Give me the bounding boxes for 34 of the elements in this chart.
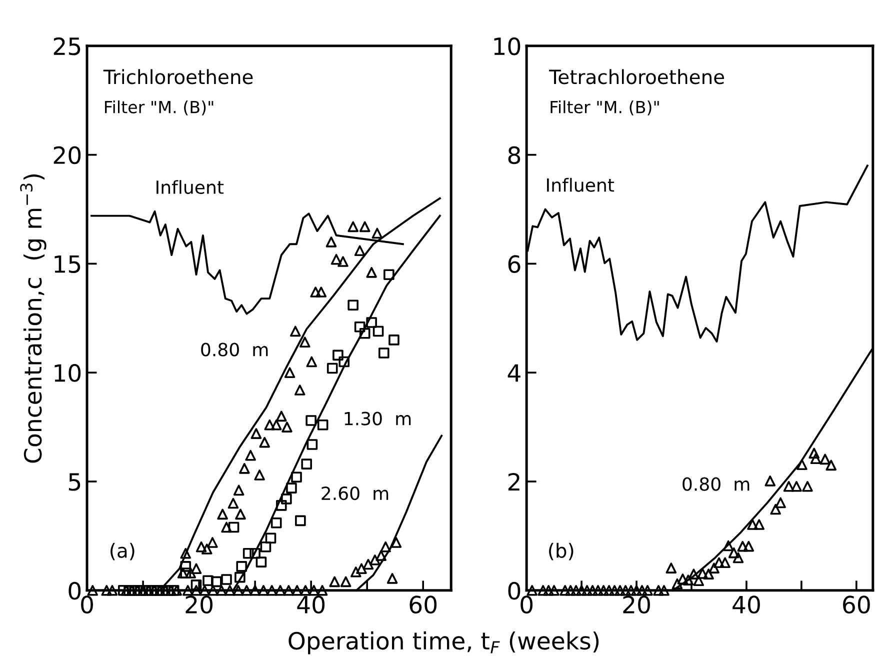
series-label: Influent	[156, 180, 224, 194]
x-tick-label: 40	[732, 596, 760, 614]
x-axis-title: Operation time, t$_{F}$ (weeks)	[288, 631, 599, 654]
series-label: 0.80 m	[682, 477, 750, 491]
y-tick-label: 15	[54, 255, 80, 274]
text: Filter "M. (B)"	[550, 100, 659, 116]
series-label: Influent	[547, 178, 614, 192]
annotation: (a)	[110, 542, 134, 560]
text: Tetrachloroethene	[549, 69, 724, 84]
series-label: 0.80 m	[201, 342, 268, 356]
series-label: 1.30 m	[344, 412, 411, 426]
x-tick-label: 0	[520, 596, 533, 614]
y-tick-label: 2	[508, 472, 520, 490]
x-tick-label: 20	[186, 596, 213, 614]
y-tick-label: 20	[54, 146, 81, 164]
y-tick-label: 4	[508, 364, 520, 382]
x-tick-label: 40	[297, 596, 325, 614]
series-label: 2.60 m	[322, 486, 388, 500]
text: Trichloroethene	[103, 69, 253, 84]
x-tick-label: 60	[410, 596, 437, 614]
y-tick-label: 0	[508, 582, 520, 600]
text: Filter "M. (B)"	[105, 100, 214, 116]
y-axis-title: Concentration,c (g m$^{−3}$)	[20, 174, 46, 463]
annotation: (b)	[549, 542, 574, 560]
x-tick-label: 60	[843, 596, 870, 614]
y-tick-label: 5	[68, 473, 80, 491]
y-tick-label: 25	[54, 37, 80, 56]
y-tick-label: 6	[508, 255, 520, 274]
x-tick-label: 0	[81, 596, 93, 614]
x-tick-label: 20	[623, 596, 650, 614]
y-tick-label: 8	[508, 146, 520, 164]
y-tick-label: 0	[68, 582, 81, 600]
y-tick-label: 10	[54, 364, 81, 382]
y-tick-label: 10	[494, 37, 520, 56]
